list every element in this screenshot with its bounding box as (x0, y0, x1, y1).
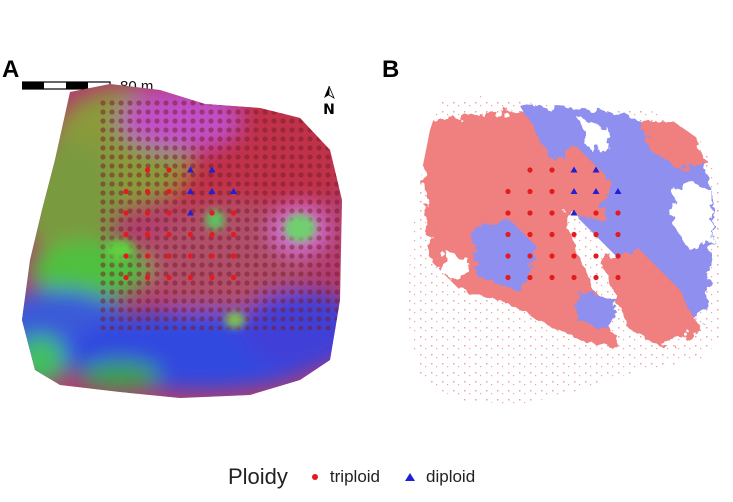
triploid-point-b (593, 274, 599, 281)
triploid-point-a (209, 231, 215, 238)
triploid-point-a (166, 167, 172, 173)
triploid-point-b (505, 231, 511, 238)
triploid-point-a (144, 210, 151, 216)
triploid-point-a (166, 210, 172, 216)
diploid-point-a (187, 209, 194, 216)
diploid-point-b (570, 188, 578, 194)
triploid-point-b (571, 274, 577, 281)
triploid-point-b (593, 231, 599, 238)
triploid-point-b (505, 210, 511, 216)
triploid-point-b (615, 253, 621, 259)
triploid-point-b (549, 253, 555, 259)
triploid-point-b (527, 167, 533, 173)
legend-item-diploid: diploid (404, 467, 475, 487)
panel-label-b: B (382, 56, 400, 83)
triploid-point-a (166, 231, 172, 238)
diploid-point-b (592, 166, 600, 173)
triploid-point-a (230, 253, 237, 259)
triploid-point-a (123, 210, 129, 216)
triploid-point-a (123, 253, 129, 259)
triploid-point-b (615, 274, 621, 281)
triploid-point-b (571, 231, 577, 238)
triploid-point-b (505, 188, 511, 195)
sample-points-a (123, 166, 237, 281)
triploid-point-a (144, 231, 151, 238)
legend-title: Ploidy (228, 464, 288, 489)
triploid-point-b (615, 210, 621, 216)
triploid-point-b (615, 231, 621, 238)
triploid-point-a (144, 188, 151, 195)
diploid-point-a (208, 166, 216, 173)
triploid-point-b (527, 274, 533, 281)
diploid-point-a (230, 188, 237, 194)
triploid-point-b (505, 253, 511, 259)
diploid-point-b (570, 166, 578, 173)
legend-label-diploid: diploid (426, 467, 476, 486)
north-arrow-icon: N (323, 86, 335, 118)
diploid-point-a (187, 188, 194, 194)
triploid-point-b (527, 188, 533, 195)
triploid-point-b (527, 231, 533, 238)
diploid-point-a (208, 188, 216, 194)
triploid-point-a (166, 188, 172, 195)
triploid-point-b (549, 210, 555, 216)
triploid-point-b (549, 167, 555, 173)
triploid-point-a (144, 167, 151, 173)
triploid-point-b (549, 231, 555, 238)
triploid-point-a (187, 274, 194, 281)
triploid-point-a (230, 231, 237, 238)
triploid-point-b (549, 274, 555, 281)
triploid-point-a (230, 274, 237, 281)
triploid-point-b (549, 188, 555, 195)
triploid-point-a (209, 274, 215, 281)
triploid-point-b (593, 210, 599, 216)
triploid-point-b (505, 274, 511, 281)
triploid-point-a (123, 274, 129, 281)
triploid-point-a (166, 253, 172, 259)
triploid-point-a (144, 274, 151, 281)
triploid-point-a (187, 253, 194, 259)
triploid-point-a (209, 210, 215, 216)
circle-icon (311, 474, 318, 480)
legend-label-triploid: triploid (329, 467, 381, 486)
sample-points-b (505, 166, 622, 281)
diploid-point-b (614, 188, 622, 194)
legend-item-triploid: triploid (310, 467, 380, 487)
triploid-point-b (593, 253, 599, 259)
triploid-point-a (123, 231, 129, 238)
diploid-point-a (187, 166, 194, 173)
triploid-point-b (527, 210, 533, 216)
panel-label-a: A (2, 56, 20, 83)
diploid-point-b (570, 209, 578, 216)
triploid-point-a (166, 274, 172, 281)
legend: Ploidy triploid diploid (228, 462, 499, 492)
classification-map (408, 96, 722, 405)
triploid-point-a (209, 253, 215, 259)
triploid-point-b (571, 253, 577, 259)
north-arrow-label: N (323, 102, 335, 118)
triploid-point-b (527, 253, 533, 259)
multispectral-image (22, 84, 342, 398)
triploid-point-a (123, 188, 129, 195)
triploid-point-a (230, 210, 237, 216)
triangle-icon (405, 473, 416, 481)
triploid-point-a (187, 231, 194, 238)
triploid-point-a (144, 253, 151, 259)
diploid-point-b (592, 188, 600, 194)
